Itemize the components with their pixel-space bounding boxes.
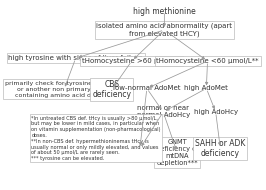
Text: *In untreated CBS def. tHcy is usually >80 μmol/L,
but may be lower in mild case: *In untreated CBS def. tHcy is usually >… bbox=[31, 116, 161, 161]
Text: primarily check for tyrosinemia type I
or another non primary sulfur
containing : primarily check for tyrosinemia type I o… bbox=[5, 81, 123, 98]
Text: high methionine: high methionine bbox=[133, 7, 196, 16]
Text: normal or near
normal AdoHcy: normal or near normal AdoHcy bbox=[136, 105, 190, 119]
Text: tHomocysteine <60 μmol/L**: tHomocysteine <60 μmol/L** bbox=[156, 58, 259, 64]
Text: high AdoMet: high AdoMet bbox=[184, 85, 228, 91]
Text: MAT I/III
deficiency: MAT I/III deficiency bbox=[120, 139, 159, 158]
Text: high AdoHcy: high AdoHcy bbox=[194, 109, 238, 115]
Text: SAHH or ADK
deficiency: SAHH or ADK deficiency bbox=[195, 139, 246, 158]
Text: isolated amino acid abnormality (apart
from elevated tHCY): isolated amino acid abnormality (apart f… bbox=[96, 23, 232, 37]
Text: low-normal AdoMet: low-normal AdoMet bbox=[113, 85, 181, 91]
Text: GNMT
deficiency or
mtDNA
depletion***: GNMT deficiency or mtDNA depletion*** bbox=[156, 139, 199, 166]
Text: CBS
deficiency: CBS deficiency bbox=[92, 80, 131, 99]
Text: tHomocysteine >60 μmol/L*: tHomocysteine >60 μmol/L* bbox=[82, 58, 181, 64]
Text: high tyrosine with signs of liver failure: high tyrosine with signs of liver failur… bbox=[9, 55, 143, 61]
